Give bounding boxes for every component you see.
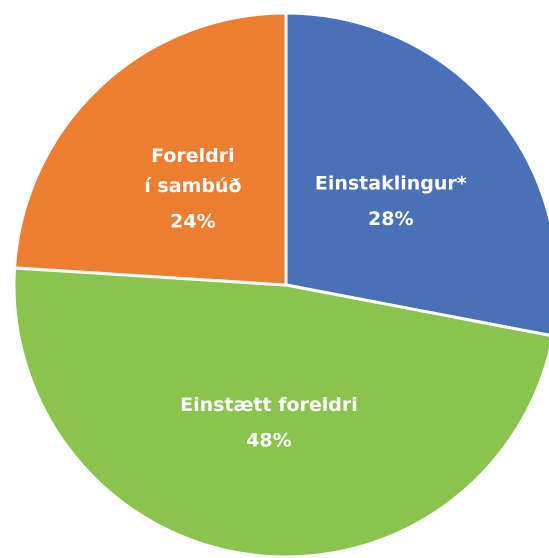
slice-label: Foreldri í sambúð	[144, 144, 241, 196]
slice-value-label: 24%	[170, 210, 215, 232]
pie-slice	[284, 11, 549, 337]
pie-slice	[12, 11, 288, 287]
pie-slice	[12, 266, 549, 558]
slice-label: Einstaklingur*	[315, 172, 467, 194]
slice-label-line: Foreldri	[151, 144, 235, 166]
slice-label: Einstætt foreldri	[180, 393, 358, 415]
slice-label-line: í sambúð	[144, 174, 241, 196]
slice-label-line: Einstaklingur*	[315, 172, 467, 194]
slice-label-line: Einstætt foreldri	[180, 393, 358, 415]
slice-value-label: 48%	[246, 429, 291, 451]
slice-value-label: 28%	[368, 208, 413, 230]
